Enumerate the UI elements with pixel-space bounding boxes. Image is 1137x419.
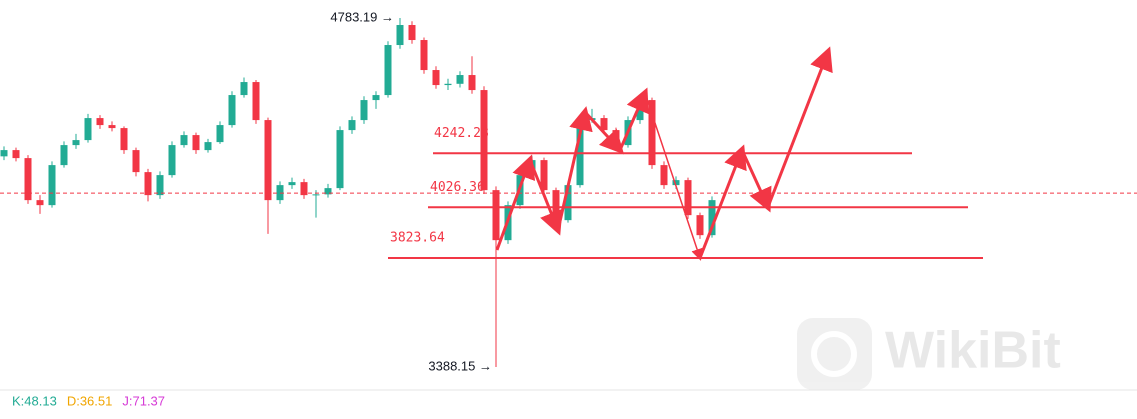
projection-arrow: [698, 144, 747, 259]
candle-body: [564, 185, 572, 221]
candle-body: [600, 118, 608, 131]
level-label: 4026.36: [430, 180, 485, 195]
indicator-label: D:36.51: [67, 393, 113, 408]
candle-body: [72, 140, 80, 146]
projection-arrow: [740, 149, 772, 213]
candle-body: [96, 118, 104, 126]
candle-body: [108, 125, 116, 129]
candle-body: [180, 135, 188, 146]
candle-body: [216, 125, 224, 143]
candle-body: [384, 45, 392, 96]
candle-body: [324, 188, 332, 195]
candle-body: [288, 182, 296, 186]
level-label: 3823.64: [390, 231, 445, 246]
candle-body: [228, 95, 236, 126]
candle-body: [36, 200, 44, 206]
candle-body: [492, 190, 500, 241]
candle-body: [684, 180, 692, 216]
projection-arrow: [644, 92, 703, 261]
candle-body: [204, 142, 212, 151]
candle-body: [672, 180, 680, 186]
candle-body: [468, 75, 476, 91]
low-label: 3388.15 →: [428, 358, 492, 373]
candle-body: [696, 215, 704, 236]
candle-body: [456, 75, 464, 84]
candle-body: [300, 182, 308, 196]
candle-body: [84, 118, 92, 141]
watermark: WikiBit: [885, 322, 1061, 380]
candle-body: [156, 175, 164, 196]
candle-body: [372, 95, 380, 101]
candle-body: [408, 25, 416, 41]
candle-body: [48, 165, 56, 206]
candle-body: [144, 172, 152, 196]
candle-body: [648, 100, 656, 166]
indicator-label: J:71.37: [122, 393, 165, 408]
candle-body: [360, 100, 368, 121]
projection-arrow: [766, 46, 833, 208]
candle-body: [660, 165, 668, 186]
candle-body: [0, 150, 8, 157]
watermark-logo: [797, 318, 872, 390]
candle-body: [552, 190, 560, 221]
projection-arrow: [618, 87, 649, 151]
candle-body: [252, 82, 260, 121]
candle-body: [192, 135, 200, 151]
projection-arrow: [556, 106, 593, 231]
projection-arrow: [528, 159, 563, 236]
candle-body: [12, 150, 20, 159]
high-label: 4783.19 →: [330, 9, 394, 24]
candle-body: [168, 145, 176, 176]
candle-body: [444, 83, 452, 86]
candle-body: [264, 120, 272, 201]
projection-arrow: [495, 154, 536, 251]
candle-body: [708, 200, 716, 236]
indicator-label: K:48.13: [12, 393, 57, 408]
candle-body: [240, 82, 248, 96]
candle-body: [132, 150, 140, 173]
candle-body: [480, 90, 488, 191]
candle-body: [276, 185, 284, 201]
candle-body: [120, 128, 128, 151]
level-label: 4242.28: [434, 126, 489, 141]
candle-body: [420, 40, 428, 71]
candle-body: [60, 145, 68, 166]
candle-body: [396, 25, 404, 46]
candle-body: [24, 158, 32, 201]
candle-body: [348, 120, 356, 131]
candle-body: [432, 70, 440, 86]
candle-body: [336, 130, 344, 189]
candle-body: [540, 160, 548, 191]
projection-arrow: [583, 110, 625, 155]
candle-body: [312, 194, 320, 196]
